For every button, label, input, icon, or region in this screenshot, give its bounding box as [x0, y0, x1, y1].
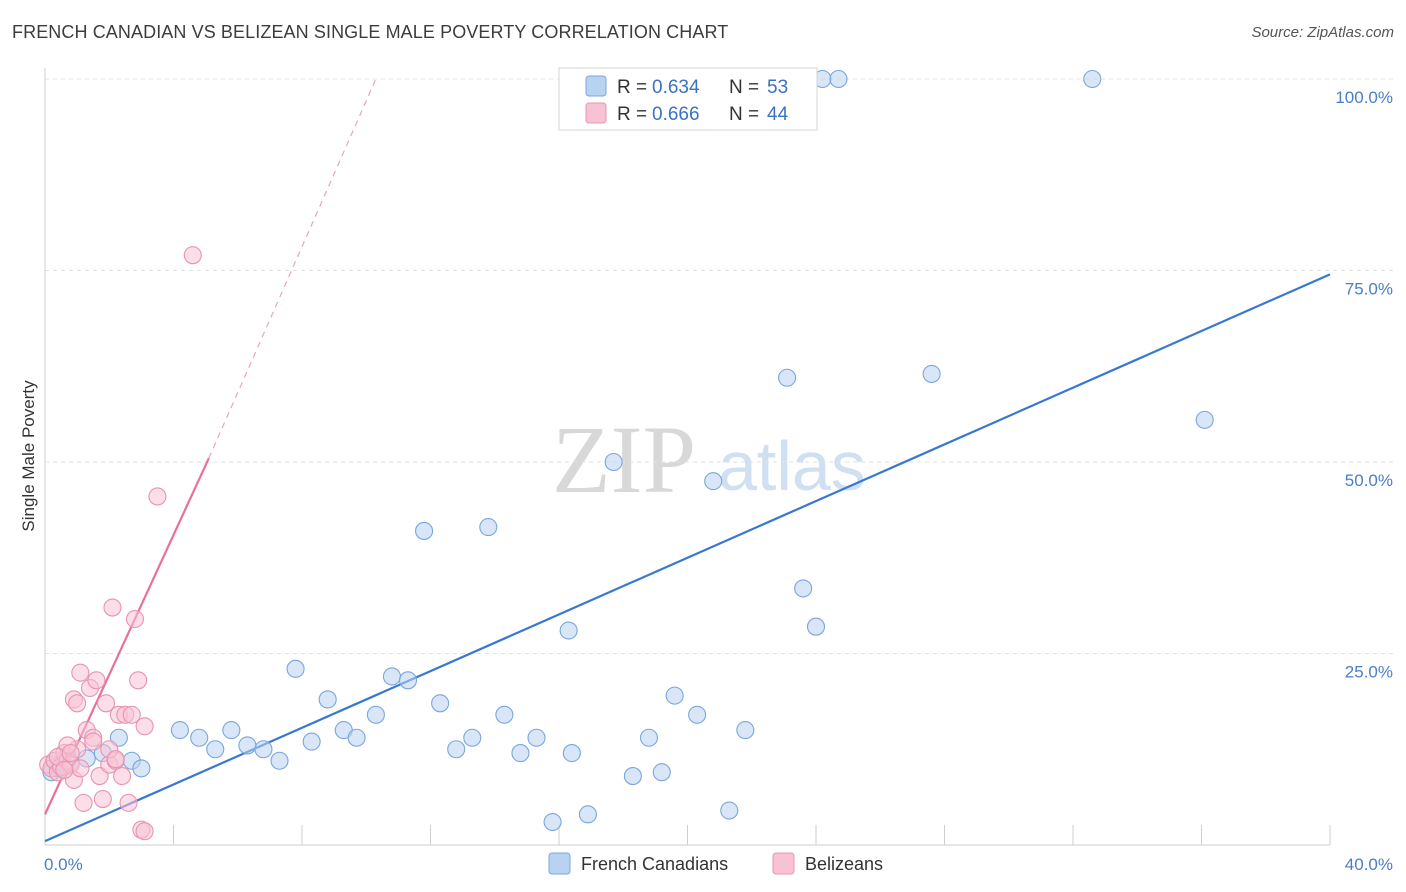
- bottom-legend: French Canadians Belizeans: [548, 852, 883, 875]
- point-belizean-14: [71, 663, 90, 682]
- point-french-canadian-12: [170, 721, 189, 740]
- point-belizean-13: [68, 694, 87, 713]
- legend-n-label-pink: N =: [729, 104, 759, 125]
- point-french-canadian-43: [665, 686, 684, 705]
- legend-swatch-blue: [585, 75, 607, 97]
- point-french-canadian-31: [479, 518, 498, 537]
- point-french-canadian-38: [578, 805, 597, 824]
- point-french-canadian-53: [922, 364, 941, 383]
- y-tick-label-25: 25.0%: [1345, 663, 1393, 682]
- point-french-canadian-50: [806, 617, 826, 636]
- trend-line-french-canadians: [44, 273, 1331, 843]
- point-belizean-27: [113, 767, 132, 786]
- point-belizean-30: [122, 705, 141, 724]
- point-belizean-21: [93, 789, 112, 809]
- point-french-canadian-11: [132, 759, 151, 778]
- point-french-canadian-54: [1083, 69, 1102, 89]
- chart-title: FRENCH CANADIAN VS BELIZEAN SINGLE MALE …: [12, 22, 729, 42]
- point-french-canadian-20: [302, 732, 321, 751]
- watermark-zip: ZIP: [552, 406, 696, 513]
- point-french-canadian-17: [254, 740, 273, 759]
- y-axis-title: Single Male Poverty: [19, 380, 38, 532]
- point-french-canadian-33: [511, 744, 530, 763]
- gridlines: [45, 78, 1393, 654]
- point-belizean-32: [129, 671, 148, 690]
- y-tick-label-75: 75.0%: [1345, 280, 1393, 299]
- point-belizean-40: [61, 744, 80, 763]
- x-tick-label-min: 0.0%: [44, 855, 83, 874]
- point-french-canadian-16: [238, 736, 257, 755]
- legend-n-value-blue: 53: [767, 77, 788, 98]
- point-belizean-10: [71, 759, 90, 778]
- watermark-atlas: atlas: [718, 427, 866, 505]
- point-belizean-22: [96, 694, 116, 713]
- point-french-canadian-27: [415, 521, 434, 540]
- point-french-canadian-23: [347, 728, 366, 747]
- point-french-canadian-48: [778, 368, 797, 387]
- point-french-canadian-24: [366, 705, 385, 724]
- point-french-canadian-49: [794, 579, 813, 598]
- point-french-canadian-14: [206, 740, 225, 759]
- point-belizean-24: [103, 598, 122, 617]
- point-french-canadian-45: [704, 472, 723, 491]
- bottom-legend-swatch-pink: [772, 852, 795, 875]
- point-belizean-15: [74, 793, 93, 812]
- point-belizean-35: [135, 822, 154, 841]
- point-french-canadian-13: [190, 728, 209, 747]
- point-french-canadian-18: [270, 751, 289, 770]
- bottom-legend-label-blue: French Canadians: [581, 854, 728, 874]
- point-french-canadian-32: [495, 705, 514, 724]
- point-french-canadian-36: [559, 621, 578, 640]
- point-belizean-19: [87, 671, 106, 690]
- point-french-canadian-52: [829, 69, 848, 89]
- point-french-canadian-55: [1195, 410, 1214, 429]
- point-belizean-31: [125, 609, 144, 629]
- legend-swatch-pink: [585, 102, 607, 124]
- point-french-canadian-29: [447, 740, 466, 759]
- legend-n-value-pink: 44: [767, 104, 789, 125]
- point-belizean-36: [148, 487, 167, 506]
- point-french-canadian-41: [639, 728, 659, 747]
- point-belizean-43: [106, 750, 125, 769]
- point-belizean-41: [84, 732, 103, 751]
- point-french-canadian-30: [463, 728, 482, 747]
- point-belizean-34: [135, 717, 154, 736]
- legend-r-label-pink: R =: [617, 104, 647, 125]
- point-french-canadian-28: [431, 694, 450, 713]
- bottom-legend-label-pink: Belizeans: [805, 854, 883, 874]
- point-french-canadian-34: [527, 728, 546, 747]
- bottom-legend-swatch-blue: [548, 852, 571, 875]
- point-french-canadian-40: [623, 767, 642, 786]
- point-french-canadian-15: [222, 721, 241, 740]
- legend-r-label-blue: R =: [617, 77, 647, 98]
- point-french-canadian-39: [604, 452, 623, 472]
- point-french-canadian-26: [398, 671, 418, 690]
- point-french-canadian-25: [382, 667, 402, 686]
- point-belizean-29: [119, 793, 138, 812]
- legend-r-value-blue: 0.634: [652, 77, 700, 98]
- point-french-canadian-42: [652, 763, 671, 782]
- y-tick-label-50: 50.0%: [1345, 471, 1393, 490]
- point-french-canadian-47: [736, 721, 755, 740]
- point-french-canadian-44: [688, 705, 707, 724]
- trend-line-belizeans-extension: [208, 78, 377, 459]
- point-french-canadian-35: [543, 812, 562, 832]
- point-french-canadian-19: [286, 659, 305, 678]
- point-french-canadian-37: [562, 744, 581, 763]
- source-label: Source: ZipAtlas.com: [1251, 24, 1394, 41]
- legend-r-value-pink: 0.666: [652, 104, 700, 125]
- y-tick-label-100: 100.0%: [1335, 88, 1393, 107]
- legend: R = 0.634 N = 53 R = 0.666 N = 44: [558, 67, 818, 131]
- point-french-canadian-46: [720, 801, 739, 820]
- legend-n-label-blue: N =: [729, 77, 759, 98]
- point-belizean-39: [55, 760, 74, 779]
- point-french-canadian-21: [318, 690, 337, 709]
- point-belizean-37: [183, 246, 202, 265]
- x-tick-label-max: 40.0%: [1345, 855, 1393, 874]
- y-tick-labels: 100.0% 75.0% 50.0% 25.0%: [1335, 88, 1393, 682]
